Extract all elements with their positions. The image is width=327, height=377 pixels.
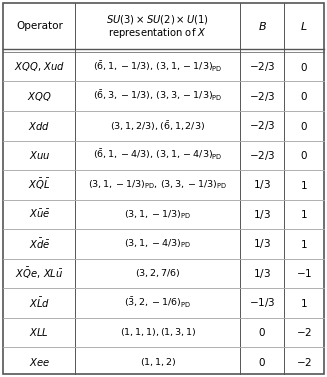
Text: $(3, 1, 2/3),(\bar{6}, 1, 2/3)$: $(3, 1, 2/3),(\bar{6}, 1, 2/3)$ (110, 119, 205, 133)
Text: $0$: $0$ (258, 326, 266, 338)
Text: Operator: Operator (16, 21, 63, 31)
Text: $(3, 1, -1/3)_{\mathrm{PD}}$: $(3, 1, -1/3)_{\mathrm{PD}}$ (125, 208, 191, 221)
Text: $XLL$: $XLL$ (29, 326, 49, 338)
Text: $(\bar{6}, 1, -1/3),\,(3, 1, -1/3)_{\mathrm{PD}}$: $(\bar{6}, 1, -1/3),\,(3, 1, -1/3)_{\mat… (93, 60, 223, 74)
Text: $L$: $L$ (300, 20, 307, 32)
Text: $XQQ,\, Xud$: $XQQ,\, Xud$ (14, 60, 65, 73)
Text: $X\bar{u}\bar{e}$: $X\bar{u}\bar{e}$ (29, 208, 50, 220)
Text: $(3, 1, -1/3)_{\mathrm{PD}},\,(3, 3, -1/3)_{\mathrm{PD}}$: $(3, 1, -1/3)_{\mathrm{PD}},\,(3, 3, -1/… (88, 179, 227, 191)
Text: $0$: $0$ (300, 90, 308, 102)
Text: $X\bar{L}d$: $X\bar{L}d$ (29, 296, 50, 310)
Text: $B$: $B$ (258, 20, 267, 32)
Text: $SU(3) \times SU(2) \times U(1)$: $SU(3) \times SU(2) \times U(1)$ (107, 13, 209, 26)
Text: $Xuu$: $Xuu$ (28, 149, 50, 161)
Text: $XQQ$: $XQQ$ (27, 90, 52, 103)
Text: $-1$: $-1$ (296, 267, 312, 279)
Text: $(\bar{6}, 1, -4/3),\,(3, 1, -4/3)_{\mathrm{PD}}$: $(\bar{6}, 1, -4/3),\,(3, 1, -4/3)_{\mat… (93, 148, 223, 162)
Text: $-2/3$: $-2/3$ (249, 119, 275, 132)
Text: $1/3$: $1/3$ (253, 208, 271, 221)
Text: $X\bar{Q}e,\, XL\bar{u}$: $X\bar{Q}e,\, XL\bar{u}$ (15, 266, 63, 281)
Text: $0$: $0$ (300, 120, 308, 132)
Text: $1$: $1$ (300, 238, 307, 250)
Text: $Xdd$: $Xdd$ (28, 120, 50, 132)
Text: $1$: $1$ (300, 297, 307, 309)
Text: $-2$: $-2$ (296, 326, 312, 338)
Text: $(\bar{3}, 2, -1/6)_{\mathrm{PD}}$: $(\bar{3}, 2, -1/6)_{\mathrm{PD}}$ (125, 296, 191, 310)
Text: $0$: $0$ (300, 61, 308, 73)
Text: $X\bar{Q}\bar{L}$: $X\bar{Q}\bar{L}$ (28, 177, 51, 192)
Text: $1/3$: $1/3$ (253, 178, 271, 191)
Text: $0$: $0$ (300, 149, 308, 161)
Text: $-2$: $-2$ (296, 356, 312, 368)
Text: $(3, 1, -4/3)_{\mathrm{PD}}$: $(3, 1, -4/3)_{\mathrm{PD}}$ (125, 238, 191, 250)
Text: $-1/3$: $-1/3$ (249, 296, 275, 309)
Text: $(1, 1, 1),(1, 3, 1)$: $(1, 1, 1),(1, 3, 1)$ (120, 326, 196, 338)
Text: $(\bar{6}, 3, -1/3),\,(3, 3, -1/3)_{\mathrm{PD}}$: $(\bar{6}, 3, -1/3),\,(3, 3, -1/3)_{\mat… (93, 89, 223, 103)
Text: $-2/3$: $-2/3$ (249, 149, 275, 162)
Text: $X\bar{d}\bar{e}$: $X\bar{d}\bar{e}$ (29, 237, 50, 251)
Text: $1/3$: $1/3$ (253, 237, 271, 250)
Text: $0$: $0$ (258, 356, 266, 368)
Text: $-2/3$: $-2/3$ (249, 60, 275, 73)
Text: representation of $X$: representation of $X$ (109, 26, 207, 40)
Text: $Xee$: $Xee$ (29, 356, 50, 368)
Text: $1/3$: $1/3$ (253, 267, 271, 280)
Text: $1$: $1$ (300, 179, 307, 191)
Text: $-2/3$: $-2/3$ (249, 90, 275, 103)
Text: $1$: $1$ (300, 208, 307, 220)
Text: $(1, 1, 2)$: $(1, 1, 2)$ (140, 356, 176, 368)
Text: $(3, 2, 7/6)$: $(3, 2, 7/6)$ (135, 267, 181, 279)
